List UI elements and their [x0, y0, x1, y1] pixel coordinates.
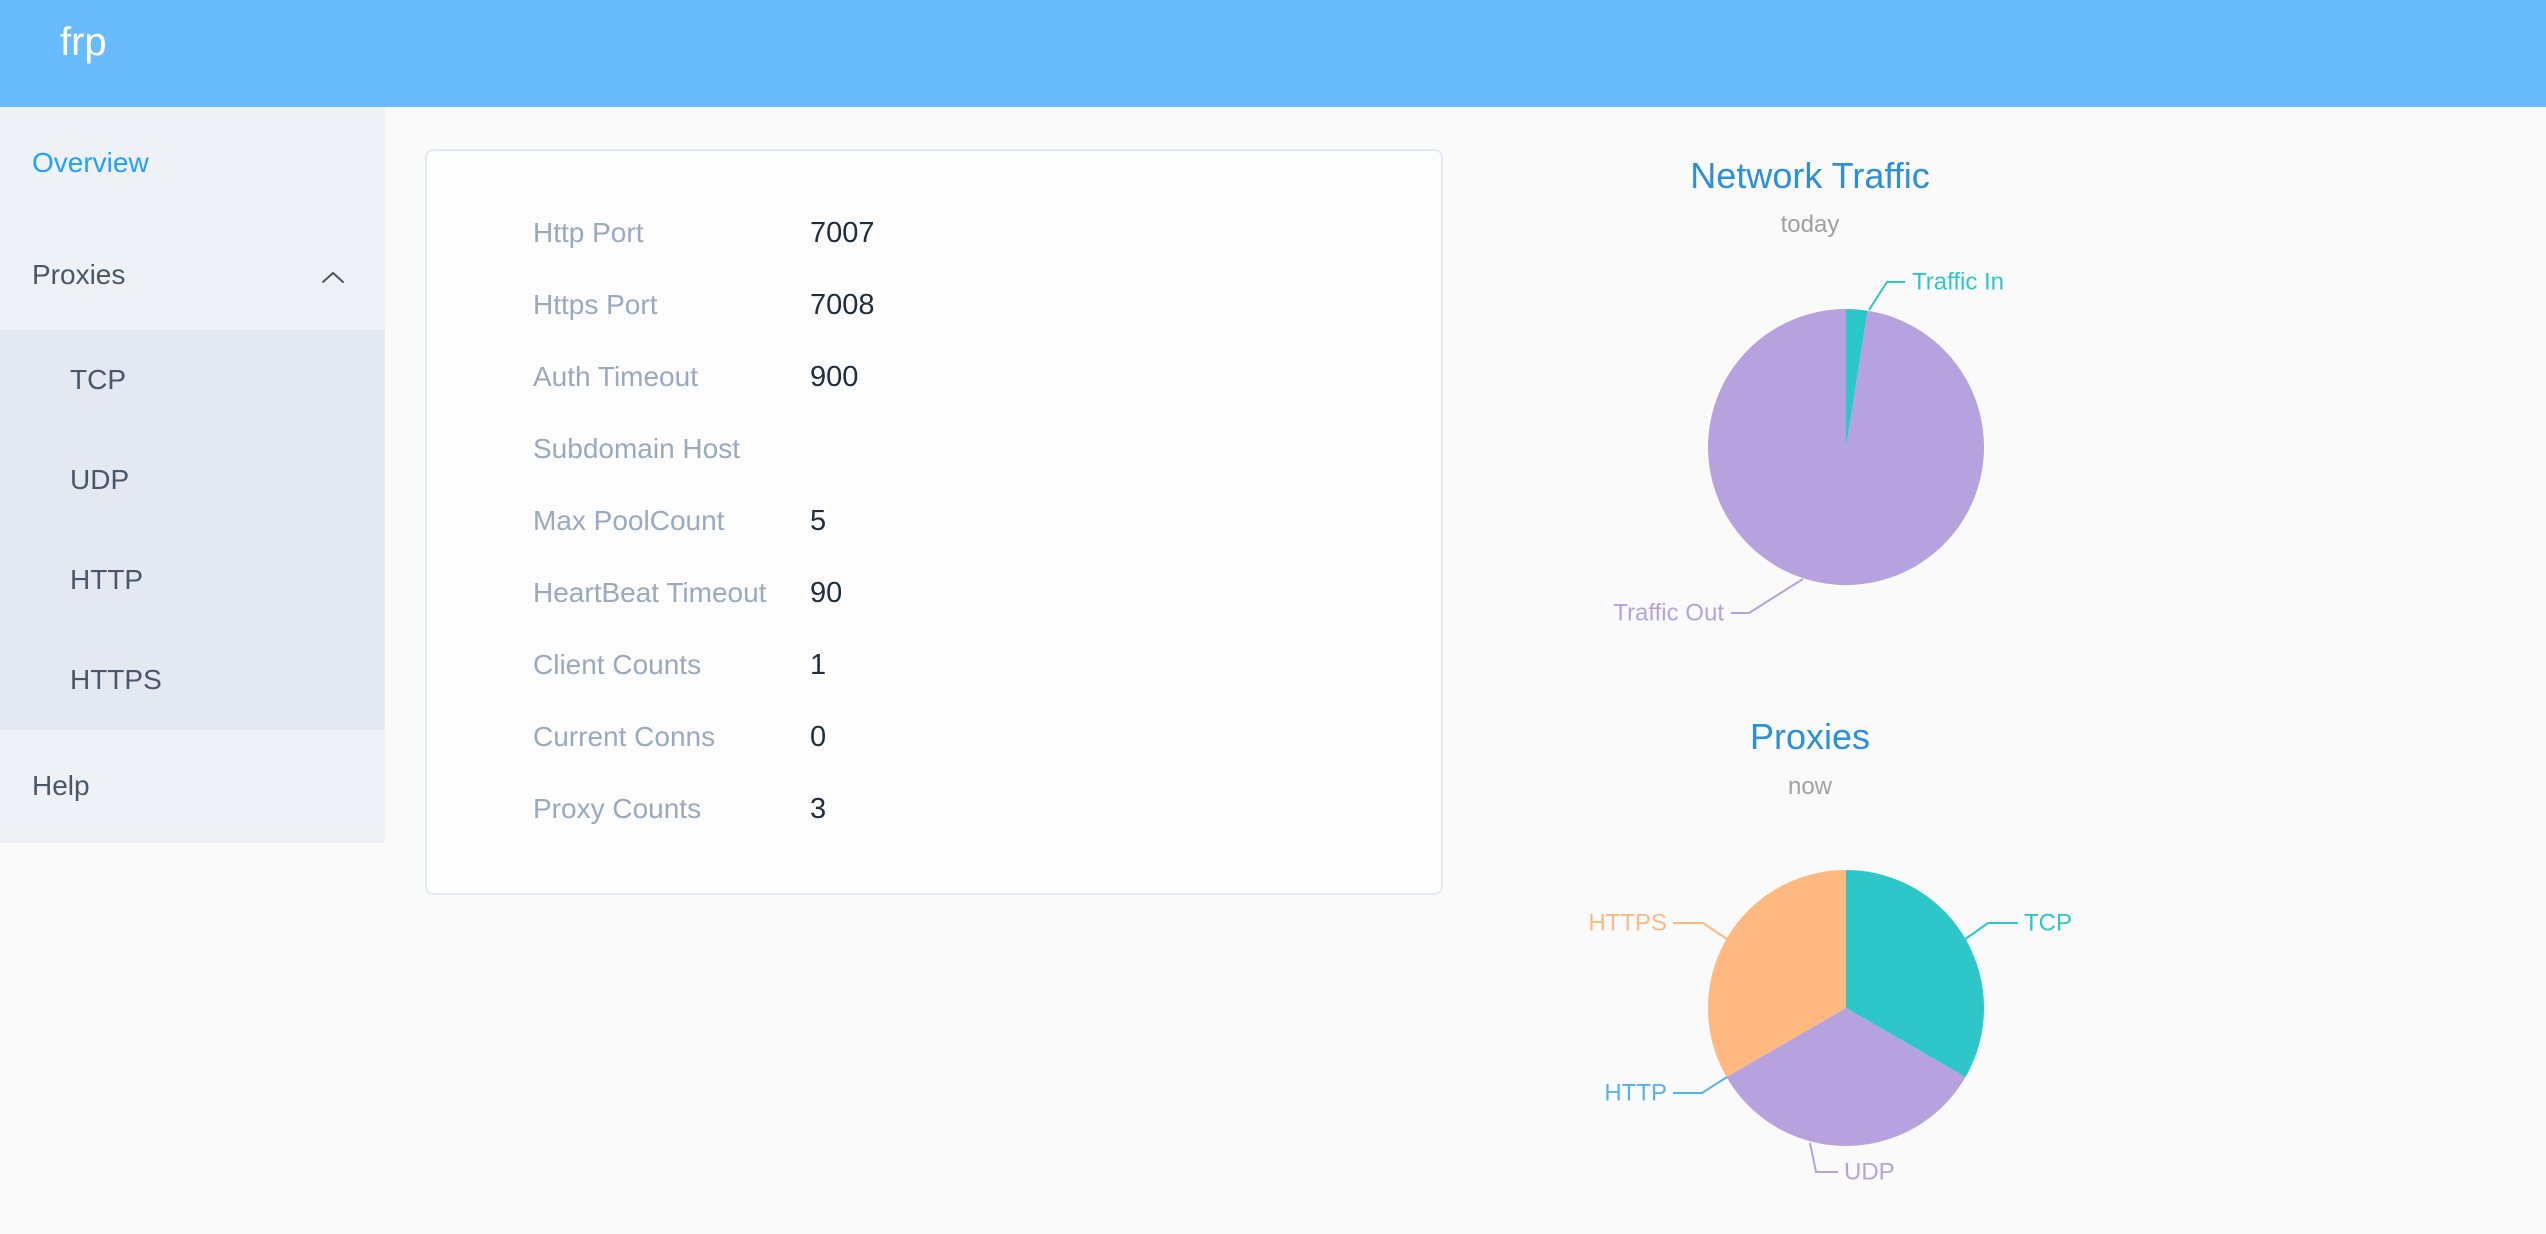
server-info-form: Http Port 7007 Https Port 7008 Auth Time… [533, 197, 1401, 845]
pie-label-udp: UDP [1844, 1159, 1895, 1186]
field-value: 90 [810, 576, 843, 609]
server-info-card: Http Port 7007 Https Port 7008 Auth Time… [425, 149, 1443, 895]
form-row-client-counts: Client Counts 1 [533, 629, 1401, 701]
sidebar-item-label: UDP [70, 464, 130, 495]
label-line-traffic-out [1731, 578, 1804, 614]
proxies-title: Proxies [1749, 716, 1871, 757]
proxies-subtitle: now [1787, 773, 1833, 800]
field-label: Proxy Counts [533, 793, 702, 824]
field-label: Max PoolCount [533, 505, 725, 536]
sidebar-item-http[interactable]: HTTP [0, 530, 385, 630]
sidebar-item-label: Overview [32, 147, 149, 178]
sidebar-item-udp[interactable]: UDP [0, 430, 385, 530]
app-logo: frp [60, 20, 107, 64]
sidebar-item-label: HTTPS [70, 664, 162, 695]
pie-label-https: HTTPS [1588, 910, 1667, 937]
form-row-heartbeat-timeout: HeartBeat Timeout 90 [533, 557, 1401, 629]
proxies-pie-chart: TCP HTTPS HTTP UDP [1588, 870, 2072, 1186]
label-line-udp [1809, 1142, 1838, 1173]
form-row-current-conns: Current Conns 0 [533, 701, 1401, 773]
sidebar-item-https[interactable]: HTTPS [0, 630, 385, 730]
field-label: Current Conns [533, 721, 716, 752]
form-row-proxy-counts: Proxy Counts 3 [533, 773, 1401, 845]
pie-label-traffic-out: Traffic Out [1613, 600, 1724, 627]
field-value: 7007 [810, 216, 875, 249]
field-value: 1 [810, 648, 827, 681]
proxies-submenu-background [0, 330, 385, 730]
pie-label-traffic-in: Traffic In [1912, 269, 2004, 296]
form-row-https-port: Https Port 7008 [533, 269, 1401, 341]
pie-slice-tcp[interactable] [1846, 870, 1984, 1077]
field-value: 0 [810, 720, 827, 753]
field-label: Https Port [533, 289, 658, 320]
field-label: Client Counts [533, 649, 702, 680]
label-line-http [1673, 1076, 1728, 1094]
sidebar-item-label: Proxies [32, 259, 126, 290]
network-traffic-subtitle: today [1780, 211, 1840, 238]
network-traffic-title: Network Traffic [1690, 155, 1930, 196]
pie-slice-traffic-in[interactable] [1846, 309, 1868, 447]
sidebar-item-help[interactable]: Help [0, 730, 385, 842]
label-line-https [1673, 922, 1728, 940]
sidebar-item-tcp[interactable]: TCP [0, 330, 385, 430]
chevron-up-icon[interactable] [320, 270, 346, 285]
sidebar-item-label: TCP [70, 364, 126, 395]
sidebar-item-label: Help [32, 770, 90, 801]
form-row-auth-timeout: Auth Timeout 900 [533, 341, 1401, 413]
pie-slice-udp[interactable] [1726, 1008, 1966, 1146]
sidebar-item-proxies[interactable]: Proxies [0, 219, 385, 331]
form-row-http-port: Http Port 7007 [533, 197, 1401, 269]
field-label: Subdomain Host [533, 433, 741, 464]
header-bar: frp [0, 0, 2546, 107]
pie-slice-https[interactable] [1708, 870, 1846, 1077]
label-line-tcp [1963, 922, 2018, 941]
form-row-max-poolcount: Max PoolCount 5 [533, 485, 1401, 557]
pie-label-tcp: TCP [2024, 910, 2072, 937]
label-line-traffic-in [1868, 281, 1905, 311]
field-value: 3 [810, 792, 827, 825]
network-traffic-pie-chart: Traffic In Traffic Out [1613, 269, 2004, 627]
field-value: 5 [810, 504, 827, 537]
pie-label-http: HTTP [1604, 1080, 1667, 1107]
sidebar-item-overview[interactable]: Overview [0, 107, 385, 219]
pie-slice-traffic-out[interactable] [1708, 309, 1985, 585]
field-label: Http Port [533, 217, 644, 248]
field-label: Auth Timeout [533, 361, 698, 392]
field-label: HeartBeat Timeout [533, 577, 767, 608]
field-value: 900 [810, 360, 859, 393]
sidebar-item-label: HTTP [70, 564, 144, 595]
field-value: 7008 [810, 288, 875, 321]
form-row-subdomain-host: Subdomain Host [533, 413, 1401, 485]
